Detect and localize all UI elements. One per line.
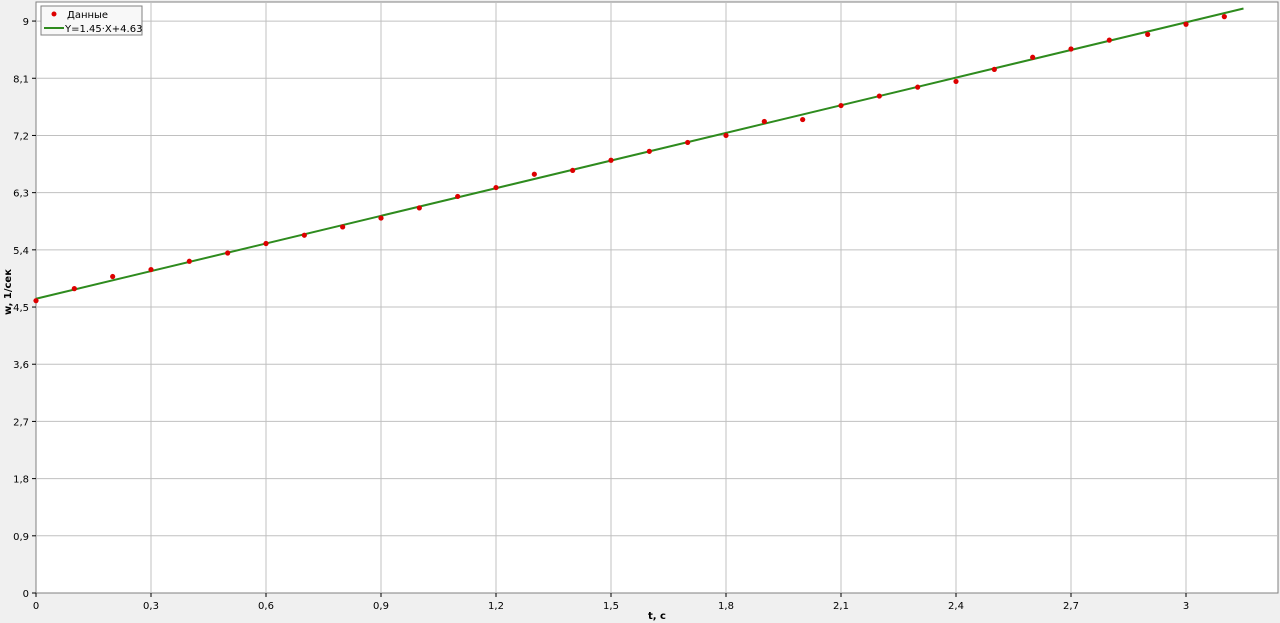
x-tick-label: 0,6 [258,601,274,612]
data-point [416,205,422,211]
data-point [838,102,844,109]
x-tick-label: 0 [33,601,39,612]
fit-line [35,7,1244,300]
plot-area [35,1,1279,594]
data-point [608,157,614,163]
data-point [531,171,537,177]
y-tick-label: 4,5 [13,303,29,314]
y-tick-label: 1,8 [13,475,29,486]
data-point [723,132,729,139]
y-tick-label: 2,7 [13,417,29,428]
data-point [1106,37,1112,43]
legend: Данные Y=1.45·X+4.63 [40,5,143,36]
data-point [493,184,499,191]
y-axis-label: w, 1/сек [3,269,14,315]
legend-data-label: Данные [67,10,108,21]
data-point [915,84,921,90]
data-point [953,78,959,85]
data-point [301,232,307,238]
legend-fit-label: Y=1.45·X+4.63 [64,24,142,35]
x-tick-label: 2,1 [833,601,849,612]
data-point [148,266,154,273]
y-tick-label: 0 [23,589,29,600]
data-point [263,240,269,247]
y-tick-label: 9 [23,17,29,28]
x-tick-label: 0,3 [143,601,159,612]
y-tick-label: 3,6 [13,360,29,371]
data-points-series [33,14,1227,304]
data-point [455,193,461,200]
x-tick-label: 2,4 [948,601,964,612]
data-point [1030,54,1036,60]
y-tick-label: 6,3 [13,189,29,200]
data-point [225,250,231,256]
y-tick-label: 7,2 [13,131,29,142]
y-axis-ticks: 0 0,9 1,8 2,7 3,6 4,5 5,4 6,3 7,2 8,1 9 [13,17,36,600]
data-point [33,298,39,304]
data-point [186,258,192,264]
data-point [71,286,77,292]
x-tick-label: 3 [1183,601,1189,612]
data-point [1145,31,1151,38]
x-tick-label: 1,5 [603,601,619,612]
y-tick-label: 8,1 [13,74,29,85]
y-tick-label: 0,9 [13,532,29,543]
data-point [646,148,652,154]
data-point [378,215,384,221]
x-tick-label: 2,7 [1063,601,1079,612]
x-axis-ticks: 0 0,3 0,6 0,9 1,2 1,5 1,8 2,1 2,4 2,7 3 [33,593,1189,612]
data-point [1221,14,1227,20]
data-point [876,93,882,99]
data-point [570,167,576,174]
data-point [991,66,997,72]
data-point [1068,46,1074,52]
data-point [685,139,691,146]
y-tick-label: 5,4 [13,246,29,257]
x-tick-label: 1,8 [718,601,734,612]
data-point [340,224,346,230]
data-point [761,118,767,125]
legend-box [40,5,143,36]
data-point [800,116,806,123]
legend-data-marker [51,11,57,17]
grid [36,2,1278,593]
x-tick-label: 0,9 [373,601,389,612]
x-axis-label: t, c [648,611,666,622]
data-point [110,273,116,280]
x-tick-label: 1,2 [488,601,504,612]
fit-line-series [35,7,1244,300]
data-point [1183,21,1189,27]
